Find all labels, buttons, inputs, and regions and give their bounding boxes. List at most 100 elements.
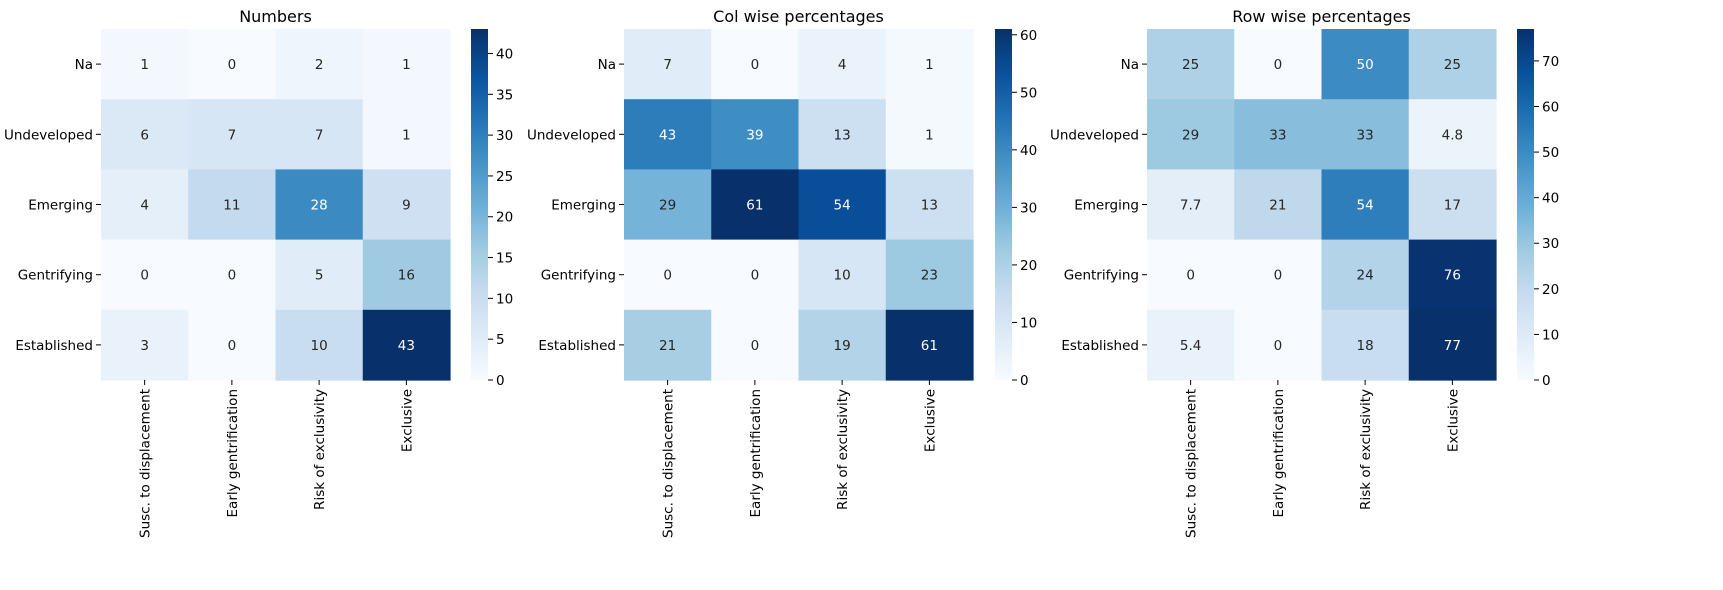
- x-tick-label: Susc. to displacement: [1184, 389, 1200, 538]
- cell-value-label: 28: [311, 198, 328, 214]
- cell-value-label: 19: [834, 338, 851, 354]
- colorbar-tick-label: 60: [1020, 28, 1037, 44]
- heatmap-cell: [1147, 239, 1235, 311]
- heatmap-cell: [101, 29, 189, 100]
- heatmap-panel-numbers: Numbers 1 0 2 16 7 7 14 11 28 90 0 5 163 0 10 43NaUndev…: [4, 7, 513, 538]
- y-tick-label: Undeveloped: [527, 127, 616, 143]
- chart-title: Col wise percentages: [713, 7, 884, 26]
- heatmap-cell: [711, 99, 800, 170]
- cell-value-label: 7: [228, 127, 237, 143]
- cell-value-label: 61: [921, 338, 938, 354]
- heatmap-cell: [885, 309, 974, 381]
- colorbar-tick-label: 20: [1020, 258, 1037, 274]
- colorbar-tick-label: 60: [1542, 99, 1559, 115]
- cell-value-label: 21: [1269, 198, 1286, 214]
- heatmap-panel-row-wise: Row wise percentages 25 0 50 25 29 33 33 4.8 7.7…: [1050, 7, 1559, 538]
- cell-value-label: 0: [228, 268, 237, 284]
- x-tick-label: Exclusive: [1445, 389, 1461, 452]
- heatmap-cell: [624, 29, 712, 100]
- x-tick-label: Risk of exclusivity: [312, 389, 328, 510]
- heatmap-cell: [624, 239, 712, 311]
- cell-value-label: 1: [402, 127, 411, 143]
- heatmap-cell: [362, 99, 451, 170]
- heatmap-cell: [1321, 309, 1410, 381]
- colorbar-tick-label: 0: [1020, 373, 1029, 389]
- cell-value-label: 25: [1182, 57, 1199, 73]
- cell-value-label: 29: [659, 198, 676, 214]
- heatmap-cell: [1234, 99, 1323, 170]
- heatmap-cell: [1147, 99, 1235, 170]
- colorbar-tick-label: 40: [496, 46, 513, 62]
- cell-value-label: 25: [1444, 57, 1461, 73]
- cell-value-label: 5: [315, 268, 324, 284]
- x-tick-label: Susc. to displacement: [138, 389, 154, 538]
- cell-value-label: 11: [223, 198, 240, 214]
- cell-value-label: 3: [140, 338, 149, 354]
- heatmap-cell: [1408, 99, 1497, 170]
- x-tick-label: Risk of exclusivity: [835, 389, 851, 510]
- cell-value-label: 76: [1444, 268, 1461, 284]
- heatmap-cell: [711, 239, 800, 311]
- heatmap-cell: [1321, 99, 1410, 170]
- cell-value-label: 0: [1274, 338, 1283, 354]
- colorbar-tick-label: 30: [1020, 200, 1037, 216]
- cell-value-label: 50: [1357, 57, 1374, 73]
- heatmap-cell: [1408, 309, 1497, 381]
- chart-title: Row wise percentages: [1232, 7, 1411, 26]
- colorbar: [471, 29, 488, 380]
- y-tick-label: Na: [75, 57, 93, 73]
- heatmap-cell: [798, 309, 887, 381]
- cell-value-label: 7: [663, 57, 672, 73]
- y-tick-label: Gentrifying: [541, 268, 616, 284]
- cell-value-label: 7: [315, 127, 324, 143]
- colorbar: [1517, 29, 1534, 380]
- colorbar-tick-label: 40: [1542, 191, 1559, 207]
- cell-value-label: 18: [1357, 338, 1374, 354]
- y-tick-label: Emerging: [1074, 198, 1139, 214]
- heatmap-cell: [1147, 29, 1235, 100]
- heatmap-cell: [275, 29, 364, 100]
- heatmap-cell: [275, 239, 364, 311]
- colorbar-tick-label: 10: [1542, 327, 1559, 343]
- heatmap-cell: [188, 239, 277, 311]
- heatmap-cell: [188, 169, 277, 241]
- y-tick-label: Emerging: [28, 198, 93, 214]
- heatmap-cell: [188, 29, 277, 100]
- colorbar: [995, 29, 1012, 380]
- cell-value-label: 0: [751, 268, 760, 284]
- heatmap-cell: [798, 29, 887, 100]
- y-tick-label: Undeveloped: [4, 127, 93, 143]
- cell-value-label: 13: [834, 127, 851, 143]
- colorbar-tick-label: 0: [496, 373, 505, 389]
- heatmap-cell: [798, 239, 887, 311]
- cell-value-label: 54: [834, 198, 851, 214]
- cell-value-label: 0: [228, 57, 237, 73]
- heatmap-cell: [362, 309, 451, 381]
- heatmap-cell: [1147, 309, 1235, 381]
- colorbar-tick-label: 15: [496, 251, 513, 267]
- heatmap-cell: [362, 169, 451, 241]
- x-tick-label: Susc. to displacement: [661, 389, 677, 538]
- cell-value-label: 21: [659, 338, 676, 354]
- heatmap-cell: [188, 99, 277, 170]
- heatmap-cell: [1234, 169, 1323, 241]
- heatmap-cell: [711, 29, 800, 100]
- heatmap-cell: [1234, 239, 1323, 311]
- heatmap-cell: [275, 309, 364, 381]
- y-tick-label: Established: [538, 338, 616, 354]
- heatmap-cell: [711, 309, 800, 381]
- cell-value-label: 0: [1274, 268, 1283, 284]
- cell-value-label: 13: [921, 198, 938, 214]
- cell-value-label: 7.7: [1180, 198, 1201, 214]
- heatmap-cell: [101, 239, 189, 311]
- cell-value-label: 33: [1357, 127, 1374, 143]
- cell-value-label: 43: [398, 338, 415, 354]
- heatmap-cell: [798, 99, 887, 170]
- x-tick-label: Early gentrification: [225, 389, 241, 517]
- colorbar-tick-label: 35: [496, 87, 513, 103]
- cell-value-label: 77: [1444, 338, 1461, 354]
- heatmap-cell: [101, 99, 189, 170]
- cell-value-label: 16: [398, 268, 415, 284]
- cell-value-label: 0: [751, 57, 760, 73]
